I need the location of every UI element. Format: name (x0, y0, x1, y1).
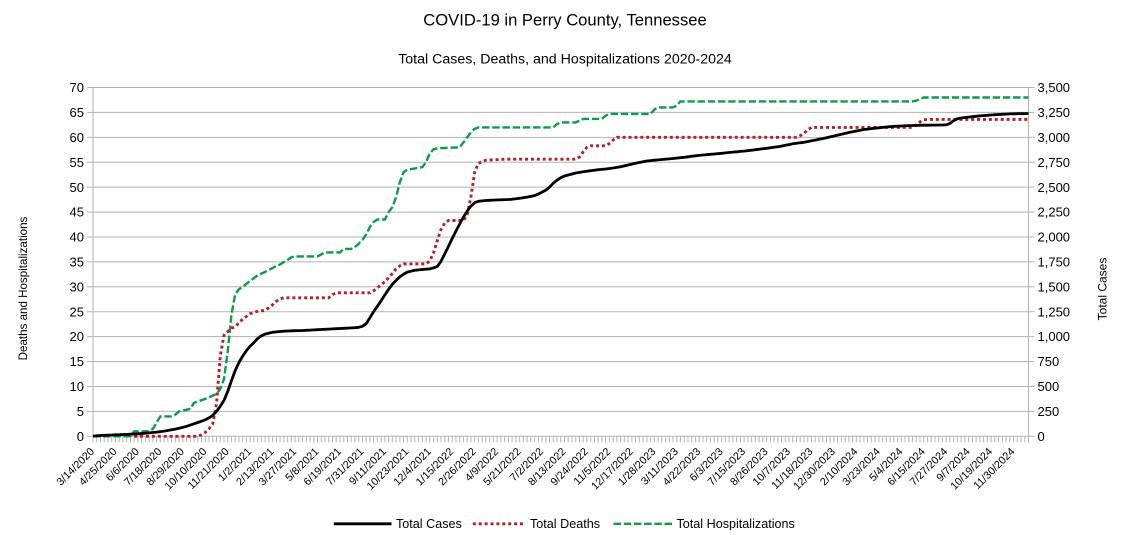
svg-text:750: 750 (1038, 354, 1060, 369)
svg-text:3,000: 3,000 (1038, 130, 1071, 145)
svg-text:1,500: 1,500 (1038, 279, 1071, 294)
svg-text:3,500: 3,500 (1038, 80, 1071, 95)
svg-text:1,000: 1,000 (1038, 329, 1071, 344)
svg-text:250: 250 (1038, 404, 1060, 419)
svg-text:25: 25 (70, 304, 84, 319)
svg-text:2,500: 2,500 (1038, 180, 1071, 195)
svg-text:2,000: 2,000 (1038, 230, 1071, 245)
svg-text:Total Cases: Total Cases (396, 517, 462, 530)
svg-text:10: 10 (70, 379, 84, 394)
svg-text:20: 20 (70, 329, 84, 344)
svg-text:70: 70 (70, 80, 84, 95)
svg-text:35: 35 (70, 255, 84, 270)
svg-text:Total Cases: Total Cases (1095, 258, 1109, 321)
svg-text:2,250: 2,250 (1038, 205, 1071, 220)
svg-text:Total Hospitalizations: Total Hospitalizations (677, 517, 795, 530)
svg-text:60: 60 (70, 130, 84, 145)
svg-text:5: 5 (77, 404, 84, 419)
svg-text:Total Deaths: Total Deaths (530, 517, 600, 530)
svg-text:Total Cases, Deaths, and Hospi: Total Cases, Deaths, and Hospitalization… (398, 52, 732, 68)
svg-text:55: 55 (70, 155, 84, 170)
svg-text:0: 0 (1038, 429, 1045, 444)
svg-text:3,250: 3,250 (1038, 105, 1071, 120)
svg-text:1,750: 1,750 (1038, 255, 1071, 270)
svg-text:30: 30 (70, 279, 84, 294)
svg-text:45: 45 (70, 205, 84, 220)
svg-text:COVID-19 in Perry County, Tenn: COVID-19 in Perry County, Tennessee (423, 10, 706, 29)
svg-text:15: 15 (70, 354, 84, 369)
svg-text:500: 500 (1038, 379, 1060, 394)
svg-text:2,750: 2,750 (1038, 155, 1071, 170)
svg-text:65: 65 (70, 105, 84, 120)
svg-text:0: 0 (77, 429, 84, 444)
svg-text:40: 40 (70, 230, 84, 245)
svg-text:Deaths and Hospitalizations: Deaths and Hospitalizations (17, 216, 30, 360)
svg-text:50: 50 (70, 180, 84, 195)
svg-text:1,250: 1,250 (1038, 304, 1071, 319)
